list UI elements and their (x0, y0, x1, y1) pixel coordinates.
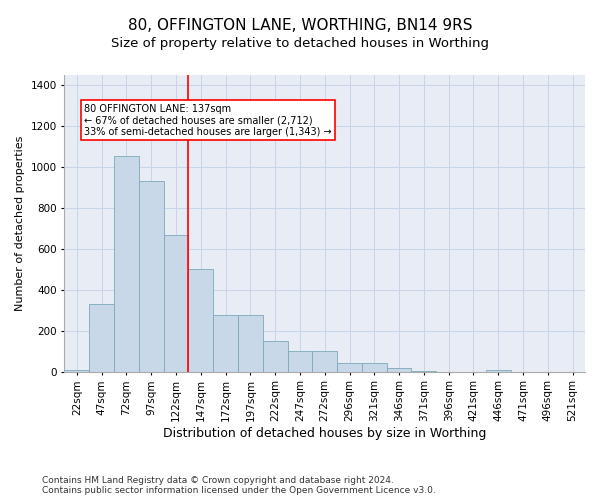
Bar (486, 370, 511, 372)
Text: 80, OFFINGTON LANE, WORTHING, BN14 9RS: 80, OFFINGTON LANE, WORTHING, BN14 9RS (128, 18, 472, 32)
Bar (89, 304, 114, 372)
Text: Contains public sector information licensed under the Open Government Licence v3: Contains public sector information licen… (42, 486, 436, 495)
Bar (238, 316, 263, 372)
X-axis label: Distribution of detached houses by size in Worthing: Distribution of detached houses by size … (163, 427, 487, 440)
Text: Size of property relative to detached houses in Worthing: Size of property relative to detached ho… (111, 38, 489, 51)
Bar (313, 351, 337, 372)
Bar (287, 351, 313, 372)
Bar (337, 364, 362, 372)
Bar (114, 156, 139, 372)
Bar (213, 316, 238, 372)
Bar (139, 182, 164, 372)
Text: 80 OFFINGTON LANE: 137sqm
← 67% of detached houses are smaller (2,712)
33% of se: 80 OFFINGTON LANE: 137sqm ← 67% of detac… (84, 104, 332, 137)
Bar (386, 368, 412, 372)
Bar (64, 370, 89, 372)
Bar (164, 234, 188, 372)
Bar (188, 270, 213, 372)
Text: Contains HM Land Registry data © Crown copyright and database right 2024.: Contains HM Land Registry data © Crown c… (42, 476, 394, 485)
Y-axis label: Number of detached properties: Number of detached properties (15, 136, 25, 311)
Bar (362, 364, 386, 372)
Bar (263, 341, 287, 372)
Bar (412, 370, 436, 372)
